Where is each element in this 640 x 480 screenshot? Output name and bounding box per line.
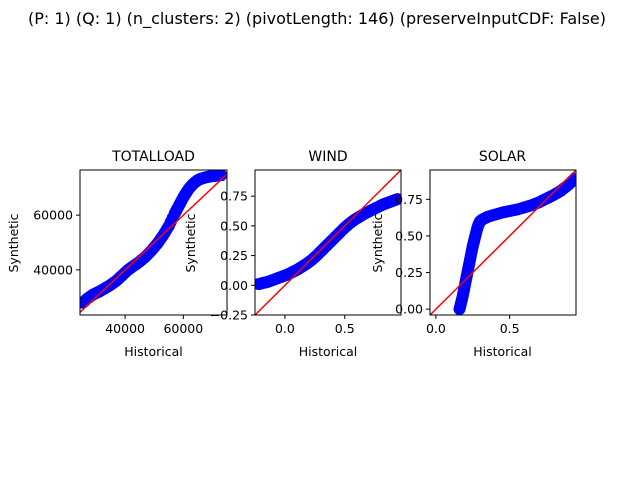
reference-line bbox=[255, 170, 401, 315]
subplot-title: SOLAR bbox=[479, 149, 527, 165]
y-tick-label: 0.00 bbox=[395, 302, 423, 317]
subplot-title: WIND bbox=[308, 149, 347, 165]
y-tick-label: 40000 bbox=[33, 262, 73, 277]
subplot-totalload: TOTALLOAD Historical Synthetic 40000 6000… bbox=[6, 149, 228, 359]
data-point bbox=[215, 170, 227, 182]
y-tick-label: 0.75 bbox=[395, 192, 423, 207]
axes-frame bbox=[79, 169, 228, 316]
plot-area bbox=[430, 170, 576, 315]
y-tick-label: 0.00 bbox=[220, 278, 248, 293]
y-axis-label: Synthetic bbox=[370, 213, 385, 272]
axes-frame bbox=[254, 169, 402, 316]
y-tick-label: 60000 bbox=[33, 208, 73, 223]
reference-line bbox=[80, 173, 227, 314]
x-tick-label: 0.0 bbox=[426, 321, 446, 336]
figure-suptitle: (P: 1) (Q: 1) (n_clusters: 2) (pivotLeng… bbox=[28, 9, 606, 29]
y-tick-label: 0.50 bbox=[395, 228, 423, 243]
x-tick-label: 0.5 bbox=[500, 321, 520, 336]
x-axis-label: Historical bbox=[124, 344, 183, 359]
subplot-title: TOTALLOAD bbox=[111, 149, 195, 165]
x-axis-label: Historical bbox=[299, 344, 358, 359]
plot-area bbox=[80, 170, 227, 314]
x-tick-label: 0.0 bbox=[275, 321, 295, 336]
y-tick-label: 0.50 bbox=[220, 218, 248, 233]
reference-line bbox=[430, 170, 576, 315]
subplot-wind: WIND Historical Synthetic 0.0 0.5 −0.25 0.0… bbox=[183, 149, 402, 359]
x-tick-label: 0.5 bbox=[335, 321, 355, 336]
data-point bbox=[391, 193, 401, 206]
plot-area bbox=[255, 170, 401, 315]
y-tick-label: 0.25 bbox=[395, 265, 423, 280]
axes-frame bbox=[429, 169, 577, 316]
y-tick-label: −0.25 bbox=[210, 308, 248, 323]
x-tick-label: 60000 bbox=[163, 321, 203, 336]
y-axis-label: Synthetic bbox=[183, 213, 198, 272]
y-axis-label: Synthetic bbox=[6, 213, 21, 272]
x-tick-label: 40000 bbox=[105, 321, 145, 336]
subplot-solar: SOLAR Historical Synthetic 0.0 0.5 0.00 0.2… bbox=[370, 149, 577, 359]
y-tick-label: 0.75 bbox=[220, 189, 248, 204]
x-axis-label: Historical bbox=[473, 344, 532, 359]
y-tick-label: 0.25 bbox=[220, 248, 248, 263]
